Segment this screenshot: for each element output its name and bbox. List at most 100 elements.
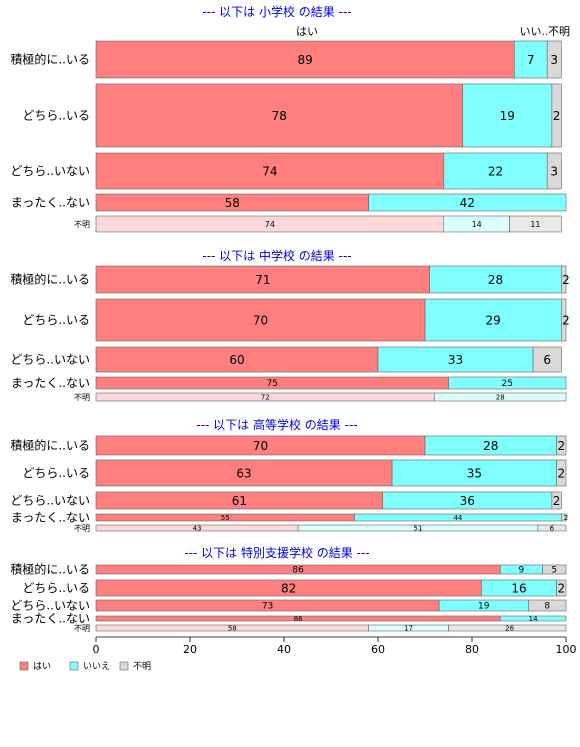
legend-label: いいえ: [83, 661, 110, 672]
bar-segment: [551, 491, 562, 510]
bar-value-label: 74: [265, 220, 275, 229]
row-label: 積極的に..いる: [10, 562, 90, 577]
bar-segment: [560, 298, 567, 342]
row-label: どちら..いない: [10, 494, 90, 508]
bar-segment: [556, 435, 567, 456]
x-tick-label: 100: [556, 643, 577, 656]
x-tick-label: 0: [93, 643, 100, 656]
bar-value-label: 36: [460, 494, 475, 508]
row-label: どちら..いない: [10, 599, 90, 613]
bar-value-label: 6: [543, 353, 551, 367]
legend-label: 不明: [133, 661, 151, 672]
bar-value-label: 42: [460, 196, 475, 210]
bar-segment: [542, 564, 567, 575]
bar-value-label: 78: [272, 109, 287, 123]
row-label: 積極的に..いる: [10, 438, 90, 453]
legend-swatch: [119, 661, 129, 671]
bar-segment: [509, 215, 562, 233]
bar-value-label: 82: [281, 581, 296, 595]
bar-segment: [499, 615, 567, 622]
bar-value-label: 55: [221, 514, 230, 522]
bar-value-label: 61: [232, 494, 247, 508]
bar-segment: [391, 459, 557, 487]
bar-value-label: 28: [496, 394, 505, 402]
section-title: --- 以下は 特別支援学校 の結果 ---: [184, 545, 369, 560]
bar-segment: [556, 459, 567, 487]
section-title: --- 以下は 高等学校 の結果 ---: [196, 417, 357, 432]
bar-value-label: 19: [500, 109, 515, 123]
bar-segment: [368, 193, 567, 212]
row-label: まったく..ない: [11, 511, 90, 525]
bar-segment: [434, 392, 567, 402]
bar-value-label: 35: [467, 466, 482, 480]
bar-value-label: 2: [564, 514, 568, 522]
bar-value-label: 8: [544, 602, 550, 612]
x-tick-label: 80: [465, 643, 479, 656]
bar-value-label: 51: [413, 525, 422, 533]
bar-value-label: 11: [530, 220, 540, 229]
bar-value-label: 74: [262, 164, 277, 178]
bar-value-label: 7: [527, 53, 535, 67]
bar-segment: [560, 265, 567, 294]
section-title: --- 以下は 中学校 の結果 ---: [202, 248, 351, 263]
bar-value-label: 58: [225, 196, 240, 210]
row-label: どちら..いる: [22, 313, 90, 327]
bar-value-label: 3: [550, 164, 558, 178]
bar-value-label: 63: [236, 466, 251, 480]
bar-value-label: 60: [229, 353, 244, 367]
bar-value-label: 28: [483, 439, 498, 453]
bar-value-label: 22: [488, 164, 503, 178]
bar-segment: [537, 524, 567, 532]
bar-value-label: 2: [562, 313, 570, 327]
bar-value-label: 73: [262, 602, 273, 612]
bar-segment: [429, 265, 562, 294]
row-label: 不明: [74, 624, 90, 633]
bar-segment: [546, 40, 562, 79]
bar-segment: [95, 265, 431, 294]
bar-value-label: 5: [551, 566, 557, 576]
bar-value-label: 2: [553, 109, 561, 123]
bar-segment: [443, 152, 548, 190]
row-label: まったく..ない: [11, 612, 90, 626]
bar-value-label: 70: [253, 439, 268, 453]
bar-segment: [513, 40, 548, 79]
bar-segment: [551, 83, 562, 148]
bar-segment: [95, 346, 379, 373]
bar-value-label: 2: [553, 494, 561, 508]
row-label: どちら..いる: [22, 109, 90, 123]
legend-label: はい: [33, 661, 51, 672]
row-label: 積極的に..いる: [10, 52, 90, 67]
bar-segment: [528, 599, 567, 612]
bar-value-label: 2: [557, 581, 565, 595]
bar-value-label: 71: [255, 273, 270, 287]
legend-swatch: [69, 661, 79, 671]
bar-value-label: 25: [502, 379, 513, 389]
bar-value-label: 14: [472, 220, 482, 229]
bar-segment: [95, 40, 515, 79]
bar-value-label: 3: [550, 53, 558, 67]
bar-segment: [424, 298, 562, 342]
bar-segment: [556, 579, 567, 597]
bar-segment: [546, 152, 562, 190]
bar-value-label: 58: [228, 625, 237, 633]
bar-segment: [95, 298, 426, 342]
bar-segment: [560, 513, 567, 522]
x-tick-label: 20: [183, 643, 197, 656]
column-header-yes: はい: [296, 25, 318, 38]
column-header-unknown: 不明: [548, 25, 570, 38]
bar-value-label: 9: [518, 566, 524, 576]
bar-value-label: 33: [448, 353, 463, 367]
bar-value-label: 75: [267, 379, 278, 389]
row-label: 不明: [74, 524, 90, 533]
bar-value-label: 44: [453, 514, 462, 522]
bar-value-label: 43: [193, 525, 202, 533]
bar-value-label: 2: [557, 439, 565, 453]
row-label: 積極的に..いる: [10, 272, 90, 287]
bar-segment: [448, 376, 567, 390]
bar-value-label: 86: [292, 566, 304, 576]
row-label: 不明: [74, 393, 90, 402]
bar-segment: [95, 83, 463, 148]
x-tick-label: 40: [277, 643, 291, 656]
row-label: どちら..いない: [10, 164, 90, 178]
